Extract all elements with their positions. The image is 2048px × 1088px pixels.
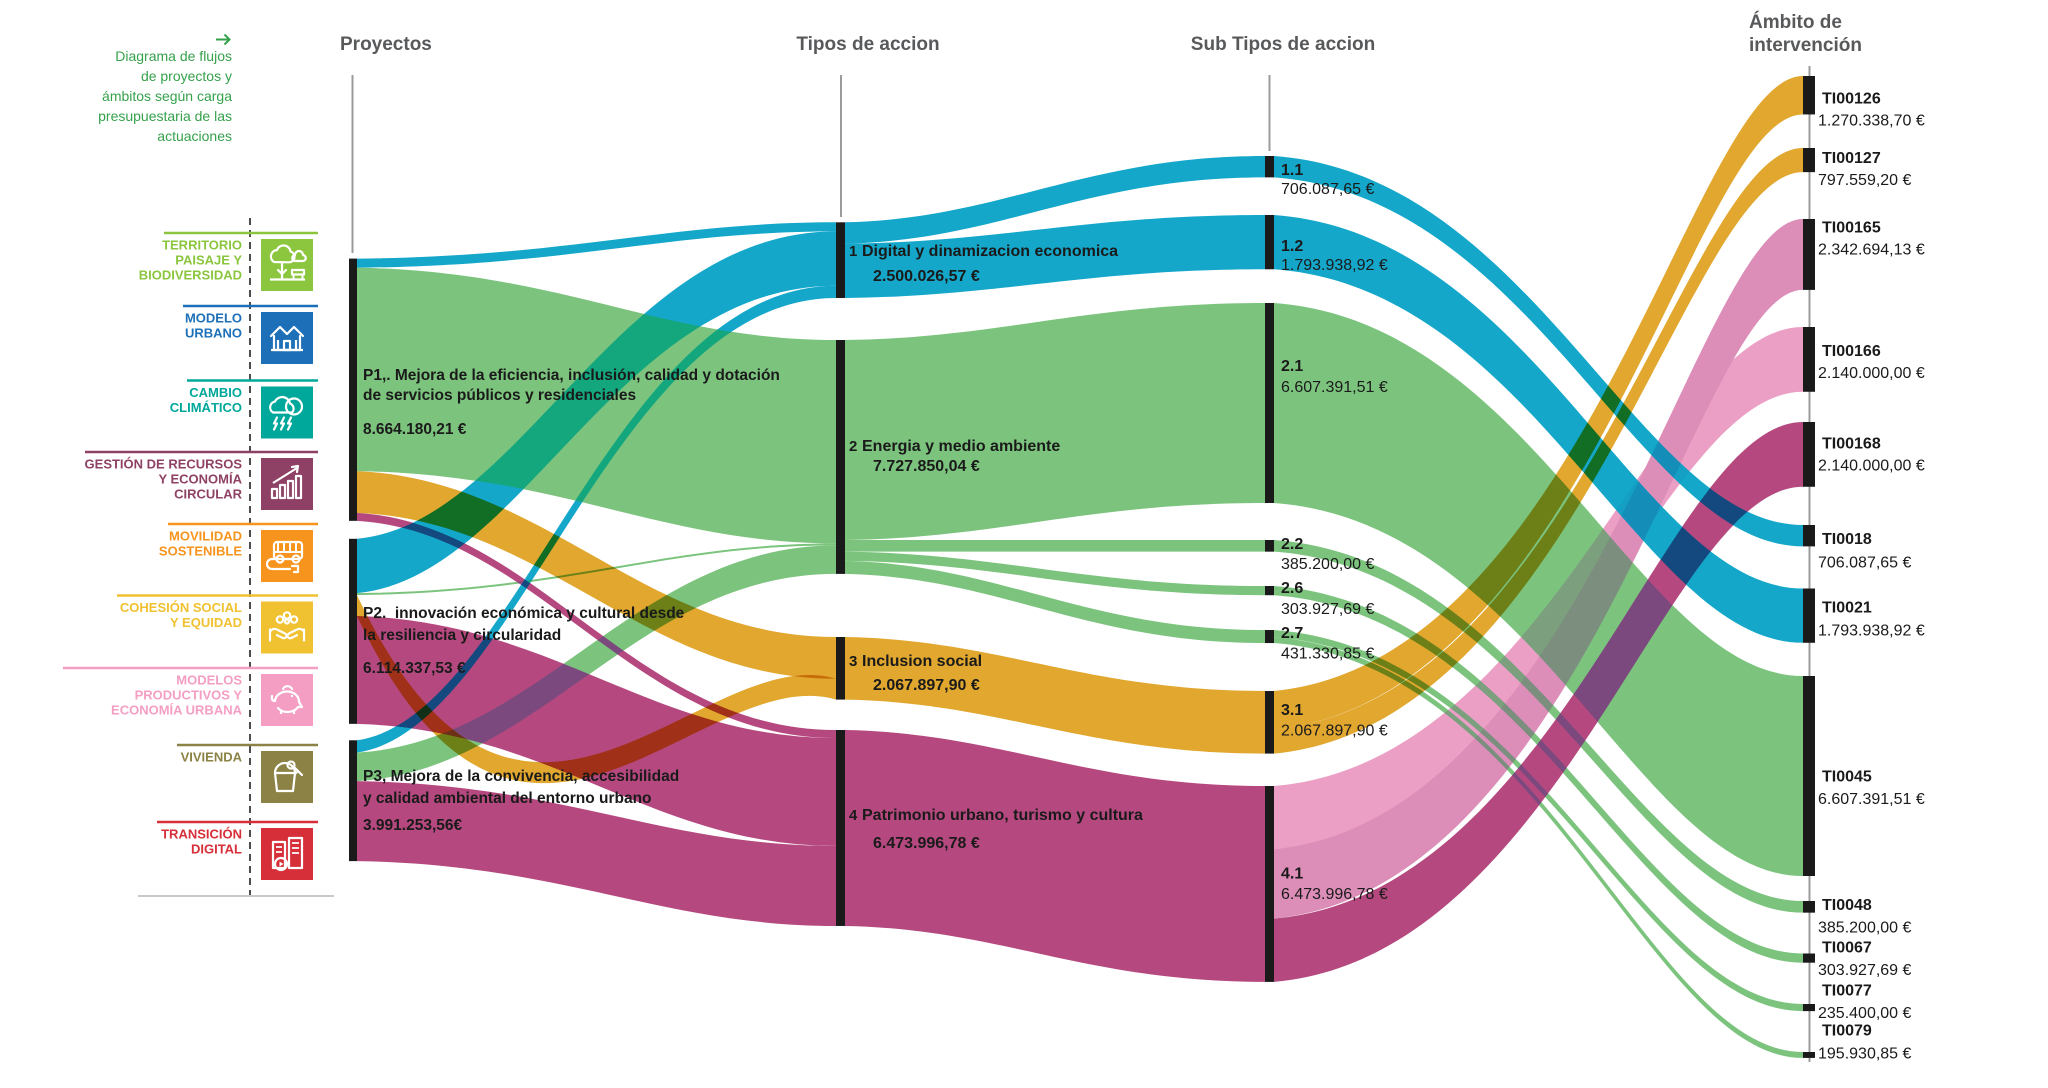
svg-text:431.330,85 €: 431.330,85 € — [1281, 646, 1375, 663]
svg-text:de servicios públicos y reside: de servicios públicos y residenciales — [363, 387, 636, 404]
svg-text:TI00165: TI00165 — [1822, 220, 1881, 237]
svg-text:2.140.000,00 €: 2.140.000,00 € — [1818, 458, 1925, 475]
svg-text:Sub Tipos de accion: Sub Tipos de accion — [1191, 34, 1375, 55]
svg-text:Ámbito de: Ámbito de — [1749, 11, 1842, 33]
svg-text:6.114.337,53 €: 6.114.337,53 € — [363, 660, 466, 677]
svg-text:2.1: 2.1 — [1281, 358, 1303, 375]
svg-text:Digital y dinamizacion economi: Digital y dinamizacion economica — [862, 243, 1118, 260]
svg-text:BIODIVERSIDAD: BIODIVERSIDAD — [139, 268, 242, 283]
svg-text:TI00168: TI00168 — [1822, 436, 1881, 453]
svg-text:TI00127: TI00127 — [1822, 150, 1881, 167]
svg-text:Proyectos: Proyectos — [340, 34, 432, 55]
svg-text:SOSTENIBLE: SOSTENIBLE — [159, 544, 242, 559]
svg-text:1: 1 — [849, 243, 857, 260]
svg-text:TERRITORIO: TERRITORIO — [162, 238, 242, 253]
svg-text:PAISAJE Y: PAISAJE Y — [175, 253, 242, 268]
svg-text:GESTIÓN DE RECURSOS: GESTIÓN DE RECURSOS — [85, 457, 243, 472]
svg-text:6.473.996,78 €: 6.473.996,78 € — [1281, 886, 1388, 903]
svg-text:6.473.996,78 €: 6.473.996,78 € — [873, 835, 980, 852]
svg-text:2.067.897,90 €: 2.067.897,90 € — [1281, 722, 1388, 739]
svg-text:7.727.850,04 €: 7.727.850,04 € — [873, 458, 980, 475]
svg-text:6.607.391,51 €: 6.607.391,51 € — [1818, 791, 1925, 808]
svg-text:2.140.000,00 €: 2.140.000,00 € — [1818, 365, 1925, 382]
svg-text:2.7: 2.7 — [1281, 625, 1303, 642]
svg-text:2.500.026,57 €: 2.500.026,57 € — [873, 268, 980, 285]
svg-text:Diagrama de flujos: Diagrama de flujos — [115, 48, 232, 64]
svg-text:P2. innovación económica y cu: P2. innovación económica y cultural desd… — [363, 605, 685, 622]
svg-text:de proyectos y: de proyectos y — [141, 68, 232, 84]
svg-text:2.6: 2.6 — [1281, 580, 1303, 597]
svg-text:TI0067: TI0067 — [1822, 940, 1872, 957]
svg-text:303.927,69 €: 303.927,69 € — [1818, 962, 1912, 979]
svg-text:2.067.897,90 €: 2.067.897,90 € — [873, 677, 980, 694]
svg-text:TI0079: TI0079 — [1822, 1023, 1872, 1040]
svg-text:8.664.180,21 €: 8.664.180,21 € — [363, 421, 467, 438]
svg-text:303.927,69 €: 303.927,69 € — [1281, 601, 1375, 618]
svg-text:presupuestaria de las: presupuestaria de las — [98, 108, 232, 124]
svg-text:1.2: 1.2 — [1281, 238, 1303, 255]
svg-text:TI0048: TI0048 — [1822, 897, 1872, 914]
svg-text:4: 4 — [849, 807, 858, 824]
svg-text:COHESIÓN SOCIAL: COHESIÓN SOCIAL — [120, 600, 242, 615]
svg-text:TI0018: TI0018 — [1822, 531, 1872, 548]
svg-text:3.1: 3.1 — [1281, 702, 1303, 719]
svg-text:intervención: intervención — [1749, 35, 1862, 56]
svg-text:3: 3 — [849, 653, 857, 670]
svg-text:Inclusion social: Inclusion social — [862, 653, 982, 670]
svg-text:Energia y medio ambiente: Energia y medio ambiente — [862, 438, 1060, 455]
svg-text:Y ECONOMÍA: Y ECONOMÍA — [158, 472, 242, 487]
svg-text:TI00166: TI00166 — [1822, 343, 1881, 360]
svg-text:TRANSICIÓN: TRANSICIÓN — [161, 827, 242, 842]
svg-text:Patrimonio urbano, turismo y c: Patrimonio urbano, turismo y cultura — [862, 807, 1143, 824]
svg-text:ECONOMÍA URBANA: ECONOMÍA URBANA — [111, 703, 243, 718]
svg-text:TI00126: TI00126 — [1822, 91, 1881, 108]
svg-text:CLIMÁTICO: CLIMÁTICO — [170, 400, 242, 415]
svg-text:385.200,00 €: 385.200,00 € — [1818, 919, 1912, 936]
svg-text:706.087,65 €: 706.087,65 € — [1281, 181, 1375, 198]
svg-text:TI0077: TI0077 — [1822, 982, 1872, 999]
svg-text:P3, Mejora de la convivencia,: P3, Mejora de la convivencia, accesibili… — [363, 768, 679, 785]
svg-text:1.793.938,92 €: 1.793.938,92 € — [1281, 257, 1388, 274]
svg-text:MODELO: MODELO — [185, 311, 242, 326]
svg-text:2.342.694,13 €: 2.342.694,13 € — [1818, 241, 1925, 258]
svg-text:385.200,00 €: 385.200,00 € — [1281, 556, 1375, 573]
svg-text:195.930,85 €: 195.930,85 € — [1818, 1045, 1912, 1062]
svg-text:1.793.938,92 €: 1.793.938,92 € — [1818, 622, 1925, 639]
svg-text:1.1: 1.1 — [1281, 162, 1303, 179]
svg-text:797.559,20 €: 797.559,20 € — [1818, 172, 1912, 189]
svg-text:1.270.338,70 €: 1.270.338,70 € — [1818, 113, 1925, 130]
svg-text:CIRCULAR: CIRCULAR — [174, 487, 242, 502]
svg-text:3.991.253,56€: 3.991.253,56€ — [363, 817, 463, 834]
svg-text:ámbitos según carga: ámbitos según carga — [102, 88, 232, 104]
svg-text:Y EQUIDAD: Y EQUIDAD — [170, 615, 242, 630]
svg-text:2.2: 2.2 — [1281, 536, 1303, 553]
svg-text:4.1: 4.1 — [1281, 866, 1303, 883]
svg-text:VIVIENDA: VIVIENDA — [181, 750, 243, 765]
svg-text:235.400,00 €: 235.400,00 € — [1818, 1005, 1912, 1022]
svg-text:PRODUCTIVOS Y: PRODUCTIVOS Y — [135, 688, 243, 703]
svg-text:6.607.391,51 €: 6.607.391,51 € — [1281, 379, 1388, 396]
svg-text:Tipos de accion: Tipos de accion — [796, 34, 939, 55]
svg-text:MOVILIDAD: MOVILIDAD — [169, 529, 242, 544]
svg-text:MODELOS: MODELOS — [176, 673, 242, 688]
svg-text:actuaciones: actuaciones — [157, 128, 232, 144]
svg-text:CAMBIO: CAMBIO — [189, 385, 242, 400]
svg-text:2: 2 — [849, 438, 857, 455]
svg-text:TI0045: TI0045 — [1822, 768, 1872, 785]
svg-text:P1,. Mejora de la eficiencia,: P1,. Mejora de la eficiencia, inclusión,… — [363, 367, 780, 384]
svg-text:URBANO: URBANO — [185, 326, 242, 341]
svg-text:DIGITAL: DIGITAL — [191, 842, 242, 857]
svg-text:y calidad ambiental del entorn: y calidad ambiental del entorno urbano — [363, 790, 652, 807]
svg-text:la resiliencia y circularidad: la resiliencia y circularidad — [363, 627, 561, 644]
svg-text:706.087,65 €: 706.087,65 € — [1818, 554, 1912, 571]
svg-text:TI0021: TI0021 — [1822, 600, 1872, 617]
